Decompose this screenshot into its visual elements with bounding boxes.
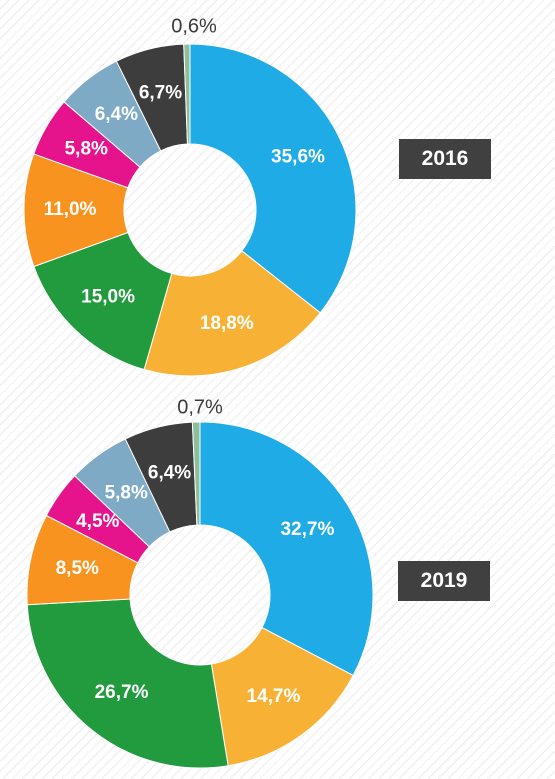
- slice-data-label: 18,8%: [200, 313, 254, 334]
- donut-slice: [33, 231, 173, 371]
- year-badge-2019: 2019: [398, 561, 490, 601]
- donut-slice: [189, 43, 357, 314]
- slice-data-label: 35,6%: [271, 147, 325, 168]
- donut-slice: [210, 626, 354, 767]
- slice-data-label: 4,5%: [76, 511, 119, 532]
- slice-data-label: 0,7%: [177, 396, 223, 418]
- year-label: 2016: [421, 147, 469, 170]
- donut-slice: [26, 598, 229, 769]
- slice-data-label: 5,8%: [65, 139, 108, 160]
- slice-data-label: 6,7%: [139, 83, 182, 104]
- donut-slice: [143, 250, 321, 377]
- slice-data-label: 6,4%: [95, 104, 138, 125]
- slice-data-label: 6,4%: [148, 462, 191, 483]
- slice-data-label: 26,7%: [95, 682, 149, 703]
- year-badge-2016: 2016: [399, 139, 491, 179]
- slice-data-label: 0,6%: [171, 15, 217, 37]
- slice-data-label: 32,7%: [280, 519, 334, 540]
- slice-data-label: 11,0%: [44, 199, 97, 220]
- slice-data-label: 8,5%: [56, 558, 99, 579]
- slice-data-label: 15,0%: [81, 287, 135, 308]
- donut-slice: [199, 421, 374, 677]
- donut-slice: [191, 421, 201, 526]
- slice-data-label: 14,7%: [247, 686, 301, 707]
- donut-chart-2016: 35,6% 18,8% 15,0% 11,0% 5,8% 6,4%6,7% 0,6%: [23, 15, 357, 377]
- donut-slice: [183, 43, 191, 145]
- year-label: 2019: [420, 569, 468, 592]
- slice-data-label: 5,8%: [105, 482, 148, 503]
- donut-chart-2019: 32,7% 14,7% 26,7% 8,5% 4,5% 5,8%6,4% 0,7%: [26, 396, 374, 769]
